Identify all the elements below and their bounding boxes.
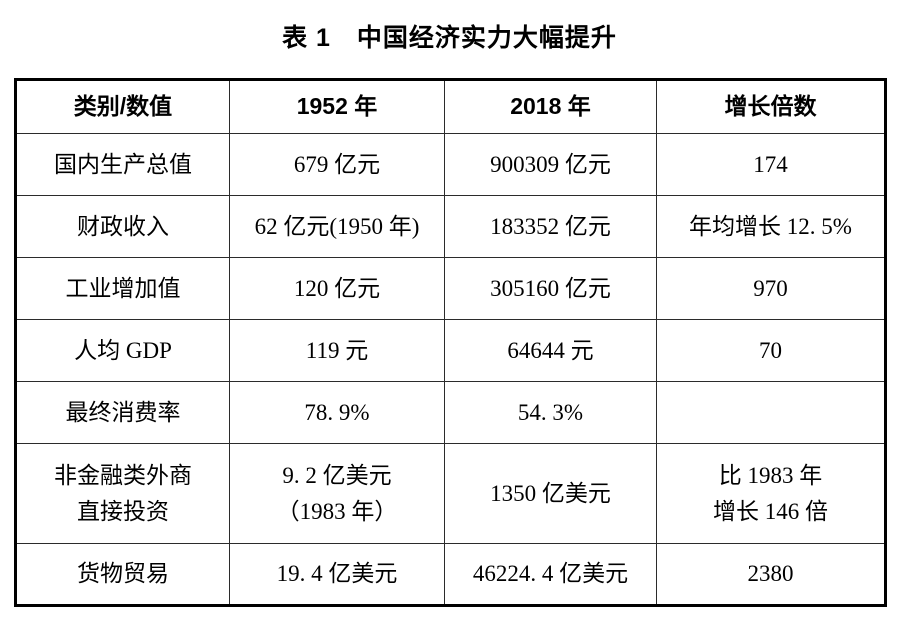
table-cell: 财政收入 xyxy=(15,195,230,258)
table-cell: 970 xyxy=(656,257,886,320)
table-cell: 174 xyxy=(656,133,886,196)
table-cell: 非金融类外商 直接投资 xyxy=(15,443,230,544)
header-row: 类别/数值 1952 年 2018 年增长倍数 xyxy=(15,79,886,134)
column-header: 2018 年 xyxy=(444,79,657,134)
column-header: 增长倍数 xyxy=(656,79,886,134)
table-cell: 679 亿元 xyxy=(229,133,445,196)
table-cell: 70 xyxy=(656,319,886,382)
table-row: 最终消费率 78. 9% 54. 3% xyxy=(15,381,886,444)
table-cell xyxy=(656,381,886,444)
table-body: 国内生产总值 679 亿元 900309 亿元 174 财政收入 62 亿元(1950 年… xyxy=(15,133,886,606)
table-cell: 119 元 xyxy=(229,319,445,382)
table-cell: 54. 3% xyxy=(444,381,657,444)
table-cell: 78. 9% xyxy=(229,381,445,444)
table-cell: 305160 亿元 xyxy=(444,257,657,320)
page-title: 表 1 中国经济实力大幅提升 xyxy=(282,24,617,52)
table-cell: 120 亿元 xyxy=(229,257,445,320)
table-cell: 183352 亿元 xyxy=(444,195,657,258)
table-cell: 2380 xyxy=(656,543,886,606)
table-cell: 900309 亿元 xyxy=(444,133,657,196)
table-row: 财政收入 62 亿元(1950 年) 183352 亿元 年均增长 12. 5% xyxy=(15,195,886,258)
table-row: 货物贸易 19. 4 亿美元 46224. 4 亿美元 2380 xyxy=(15,543,886,606)
table-cell: 46224. 4 亿美元 xyxy=(444,543,657,606)
table-row: 非金融类外商 直接投资 9. 2 亿美元 （1983 年） 1350 亿美元比 19… xyxy=(15,443,886,544)
table-cell: 比 1983 年 增长 146 倍 xyxy=(656,443,886,544)
economy-table: 类别/数值 1952 年 2018 年增长倍数 国内生产总值 679 亿元 900309… xyxy=(14,78,887,607)
table-cell: 工业增加值 xyxy=(15,257,230,320)
table-cell: 9. 2 亿美元 （1983 年） xyxy=(229,443,445,544)
table-cell: 人均 GDP xyxy=(15,319,230,382)
table-row: 工业增加值 120 亿元 305160 亿元 970 xyxy=(15,257,886,320)
table-cell: 19. 4 亿美元 xyxy=(229,543,445,606)
column-header: 类别/数值 xyxy=(15,79,230,134)
table-cell: 最终消费率 xyxy=(15,381,230,444)
table-cell: 年均增长 12. 5% xyxy=(656,195,886,258)
table-cell: 1350 亿美元 xyxy=(444,443,657,544)
table-row: 国内生产总值 679 亿元 900309 亿元 174 xyxy=(15,133,886,196)
table-row: 人均 GDP 119 元 64644 元 70 xyxy=(15,319,886,382)
table-cell: 64644 元 xyxy=(444,319,657,382)
column-header: 1952 年 xyxy=(229,79,445,134)
table-cell: 货物贸易 xyxy=(15,543,230,606)
table-header: 类别/数值 1952 年 2018 年增长倍数 xyxy=(15,79,886,134)
table-cell: 62 亿元(1950 年) xyxy=(229,195,445,258)
table-cell: 国内生产总值 xyxy=(15,133,230,196)
